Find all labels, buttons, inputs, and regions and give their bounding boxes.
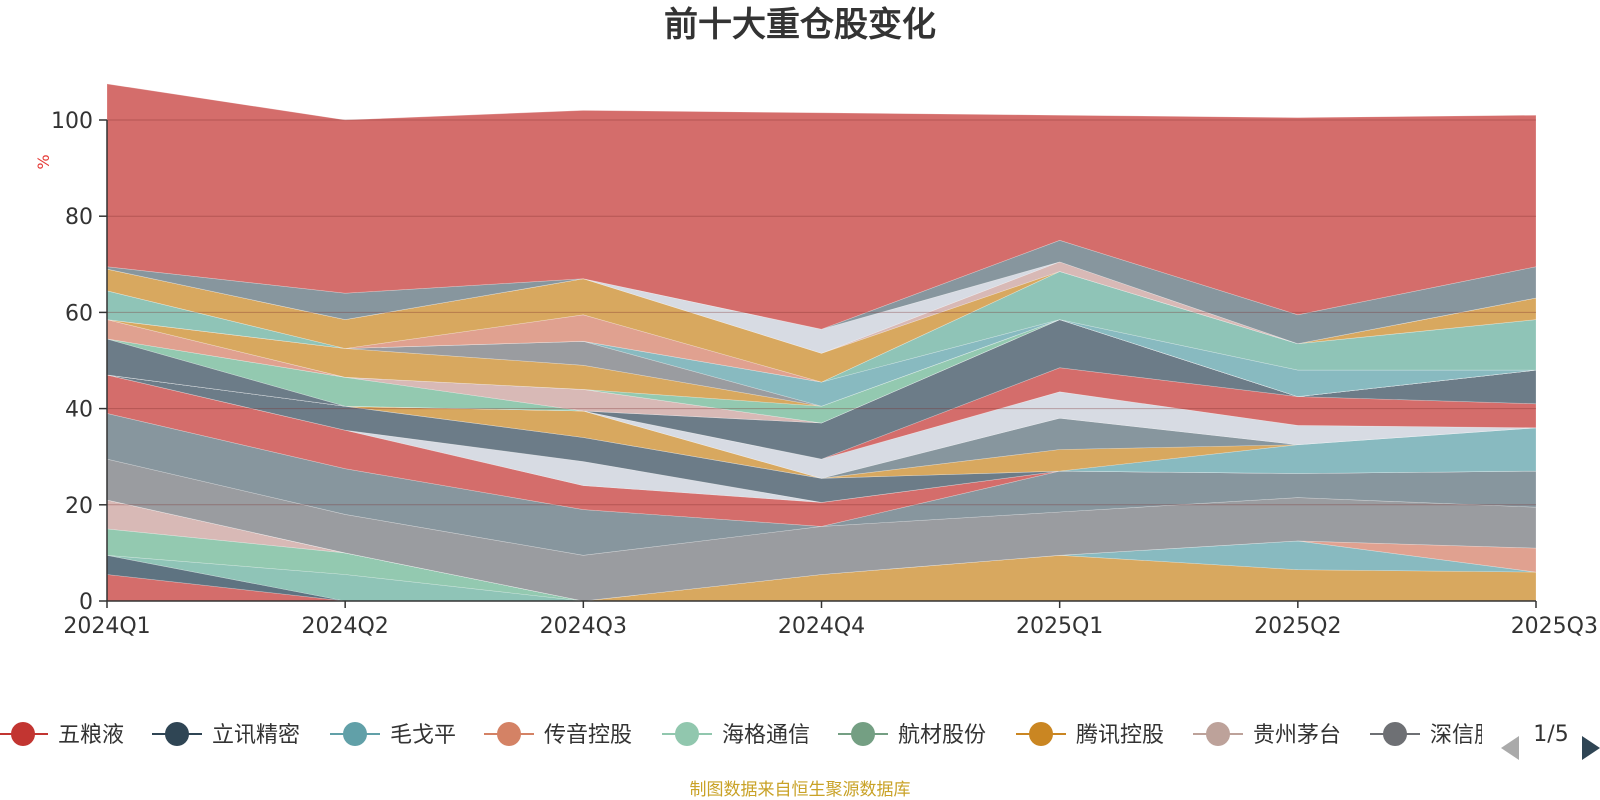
y-tick-label: 80 bbox=[65, 205, 93, 230]
x-axis-ticks: 2024Q1 2024Q2 2024Q3 2024Q4 2025Q1 2025Q2 2025… bbox=[63, 601, 1598, 639]
legend-label: 贵州茅台 bbox=[1253, 723, 1341, 748]
legend-marker-icon bbox=[11, 722, 35, 746]
arrow-right-icon bbox=[1582, 736, 1600, 760]
x-tick-label: 2024Q1 bbox=[63, 614, 150, 639]
legend-item[interactable]: 五粮液 bbox=[0, 722, 124, 748]
x-tick-label: 2025Q1 bbox=[1016, 614, 1103, 639]
x-tick-label: 2025Q2 bbox=[1254, 614, 1341, 639]
arrow-left-icon bbox=[1501, 736, 1519, 760]
y-axis-ticks: 0 20 40 60 80 100 bbox=[51, 109, 107, 615]
legend-page-prev-button[interactable] bbox=[1501, 736, 1519, 760]
y-tick-label: 20 bbox=[65, 494, 93, 519]
x-tick-label: 2024Q3 bbox=[540, 614, 627, 639]
legend-marker-icon bbox=[165, 722, 189, 746]
y-axis-unit-label: % bbox=[34, 154, 53, 169]
legend-marker-icon bbox=[1029, 722, 1053, 746]
legend-item[interactable]: 腾讯控股 bbox=[1016, 722, 1164, 748]
legend-item[interactable]: 海格通信 bbox=[662, 722, 810, 748]
legend-item[interactable]: 毛戈平 bbox=[330, 722, 456, 748]
legend-label: 传音控股 bbox=[544, 723, 632, 748]
y-tick-label: 0 bbox=[79, 590, 93, 615]
legend-marker-icon bbox=[675, 722, 699, 746]
legend-marker-icon bbox=[497, 722, 521, 746]
y-tick-label: 100 bbox=[51, 109, 93, 134]
legend-marker-icon bbox=[343, 722, 367, 746]
y-tick-label: 60 bbox=[65, 301, 93, 326]
chart-title: 前十大重仓股变化 bbox=[664, 5, 936, 45]
x-tick-label: 2024Q4 bbox=[778, 614, 865, 639]
area-layer bbox=[106, 268, 1537, 383]
x-tick-label: 2024Q2 bbox=[302, 614, 389, 639]
legend-item[interactable]: 立讯精密 bbox=[152, 722, 300, 748]
legend: 五粮液 立讯精密 毛戈平 传音控股 海格通信 航材股份 腾讯控股 贵州茅台 深信服 bbox=[0, 722, 1496, 748]
x-tick-label: 2025Q3 bbox=[1511, 614, 1598, 639]
legend-label: 海格通信 bbox=[722, 723, 810, 748]
legend-items: 五粮液 立讯精密 毛戈平 传音控股 海格通信 航材股份 腾讯控股 贵州茅台 深信服 bbox=[0, 722, 1496, 748]
legend-marker-icon bbox=[851, 722, 875, 746]
legend-page-indicator: 1/5 bbox=[1533, 722, 1568, 747]
legend-label: 毛戈平 bbox=[390, 723, 456, 748]
legend-label: 腾讯控股 bbox=[1076, 723, 1164, 748]
legend-label: 立讯精密 bbox=[212, 723, 300, 748]
legend-item[interactable]: 贵州茅台 bbox=[1193, 722, 1341, 748]
legend-label: 五粮液 bbox=[58, 723, 124, 748]
legend-item[interactable]: 传音控股 bbox=[484, 722, 632, 748]
legend-page-next-button[interactable] bbox=[1582, 736, 1600, 760]
source-note: 制图数据来自恒生聚源数据库 bbox=[690, 780, 911, 800]
legend-marker-icon bbox=[1383, 722, 1407, 746]
legend-label: 深信服 bbox=[1430, 723, 1496, 748]
grid-lines bbox=[107, 119, 1536, 506]
y-tick-label: 40 bbox=[65, 398, 93, 423]
legend-item[interactable]: 深信服 bbox=[1370, 722, 1496, 748]
legend-item[interactable]: 航材股份 bbox=[838, 722, 986, 748]
legend-marker-icon bbox=[1206, 722, 1230, 746]
legend-label: 航材股份 bbox=[898, 723, 986, 748]
area-layer bbox=[106, 83, 1537, 330]
area-layers bbox=[106, 83, 1537, 602]
area-layer bbox=[106, 458, 1537, 602]
